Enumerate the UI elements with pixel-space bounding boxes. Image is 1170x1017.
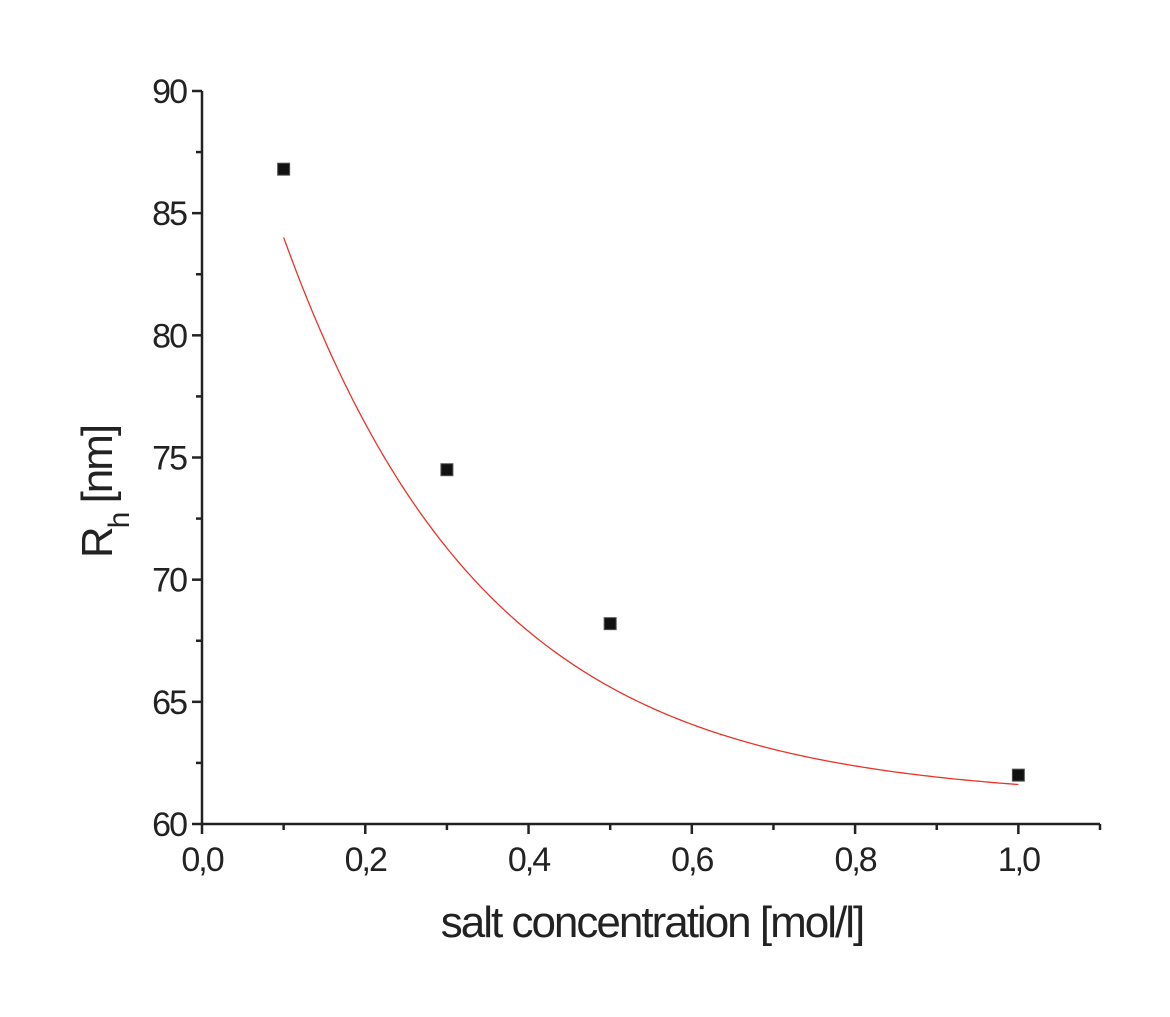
x-tick-label: 0,4 <box>508 841 550 879</box>
data-point <box>440 463 454 477</box>
y-tick-label: 60 <box>152 806 187 844</box>
plot-area: 0,0 0,2 0,4 0,6 0,8 1,0 60 65 70 75 80 85 90 <box>152 73 1102 879</box>
x-tick-label: 0,0 <box>181 841 223 879</box>
y-axis-title-unit: [nm] <box>73 426 122 514</box>
data-point <box>277 162 291 176</box>
y-tick-label: 90 <box>152 73 187 111</box>
y-axis-title-main: R <box>73 528 122 558</box>
y-tick-label: 65 <box>152 684 187 722</box>
y-tick-label: 80 <box>152 317 187 355</box>
fit-curve <box>283 237 1019 786</box>
x-axis-title: salt concentration [mol/l] <box>441 898 863 947</box>
y-axis-title: Rh [nm] <box>73 426 136 558</box>
x-tick-label: 0,2 <box>345 841 387 879</box>
data-point <box>603 617 617 631</box>
y-tick-label: 70 <box>152 562 187 600</box>
x-tick-label: 0,6 <box>671 841 713 879</box>
data-point <box>1011 768 1025 782</box>
y-axis-title-sub: h <box>103 513 136 528</box>
x-tick-label: 1,0 <box>998 841 1040 879</box>
x-tick-label: 0,8 <box>834 841 876 879</box>
y-tick-label: 85 <box>152 195 187 233</box>
y-tick-label: 75 <box>152 440 187 478</box>
